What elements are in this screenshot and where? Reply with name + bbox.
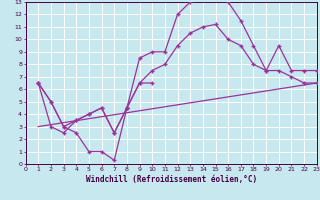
X-axis label: Windchill (Refroidissement éolien,°C): Windchill (Refroidissement éolien,°C) xyxy=(86,175,257,184)
